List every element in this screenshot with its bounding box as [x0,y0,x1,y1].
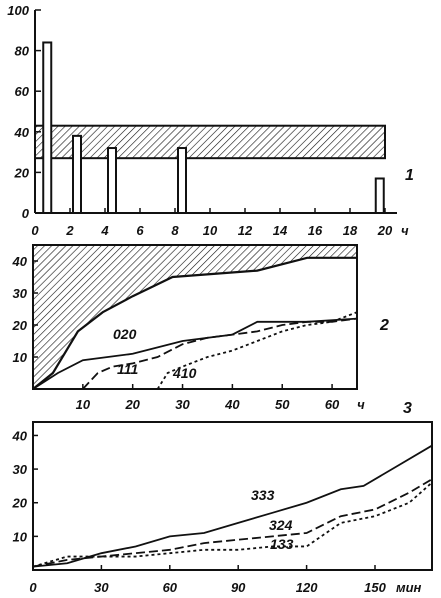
panel-1-bar-chart: 0 20 40 60 80 100 0 2 4 6 8 10 12 14 16 18 20 ч 1 [7,3,414,238]
y-tick-label: 30 [13,462,28,477]
bar-4 [374,177,385,215]
x-tick-label: 20 [377,223,393,238]
x-tick-label: 120 [296,580,318,595]
series-label-020: 020 [113,326,137,342]
y-tick-label: 10 [13,529,28,544]
x-tick-label: 6 [136,223,144,238]
x-tick-label: 0 [31,223,39,238]
x-tick-label: 30 [175,397,190,412]
y-tick-label: 20 [12,496,28,511]
panel-2-line-chart: 020 111 410 10 20 30 40 10 20 30 40 50 60 ч 2 [12,244,389,412]
plot-frame [32,244,358,390]
series-133-line [32,481,433,568]
x-tick-label: 30 [94,580,109,595]
panel-label: 3 [403,400,412,417]
y-tick-label: 10 [13,350,28,365]
series-111-line [82,317,358,390]
x-axis-unit: ч [401,223,409,238]
panel-3-line-chart: 333 324 133 10 20 30 40 0 30 60 90 120 150 мин 3 [12,400,433,595]
x-tick-label: 16 [308,223,323,238]
series-label-133: 133 [270,536,294,552]
hatched-band [34,124,386,160]
y-tick-label: 40 [12,254,28,269]
y-tick-label: 0 [22,206,30,221]
x-tick-label: 40 [224,397,240,412]
x-tick-label: 2 [65,223,74,238]
bar-0 [42,41,53,215]
bar-3 [177,147,187,214]
y-tick-label: 60 [15,84,30,99]
x-tick-label: 20 [124,397,140,412]
x-tick-label: 12 [238,223,253,238]
y-tick-label: 30 [13,286,28,301]
y-tick-label: 20 [14,165,30,180]
series-410-line [156,311,358,390]
x-tick-label: 0 [29,580,37,595]
x-tick-label: 10 [76,397,91,412]
x-tick-label: 18 [343,223,358,238]
y-tick-label: 40 [14,125,30,140]
x-tick-label: 60 [325,397,340,412]
x-tick-label: 60 [163,580,178,595]
x-tick-label: 10 [203,223,218,238]
x-axis-unit: ч [357,397,365,412]
series-324-line [32,478,433,568]
bar-1 [72,134,82,214]
series-333-line [32,444,433,568]
x-tick-label: 150 [364,580,386,595]
hatched-region [33,245,357,389]
series-020-line [32,317,358,390]
plot-frame [32,421,433,571]
x-axis-unit: мин [396,580,422,595]
y-tick-label: 80 [15,44,30,59]
y-tick-label: 40 [12,428,28,443]
panel-label: 2 [379,317,389,334]
series-label-333: 333 [251,487,275,503]
upper-boundary-line [32,256,357,390]
x-tick-label: 4 [100,223,109,238]
series-label-111: 111 [117,361,138,377]
x-tick-label: 50 [275,397,290,412]
x-tick-label: 14 [273,223,288,238]
series-label-324: 324 [269,517,293,533]
x-tick-label: 8 [171,223,179,238]
bar-2 [107,147,117,214]
y-tick-label: 20 [12,318,28,333]
y-tick-label: 100 [7,3,29,18]
series-label-410: 410 [172,365,197,381]
x-tick-label: 90 [231,580,246,595]
panel-label: 1 [405,167,414,184]
